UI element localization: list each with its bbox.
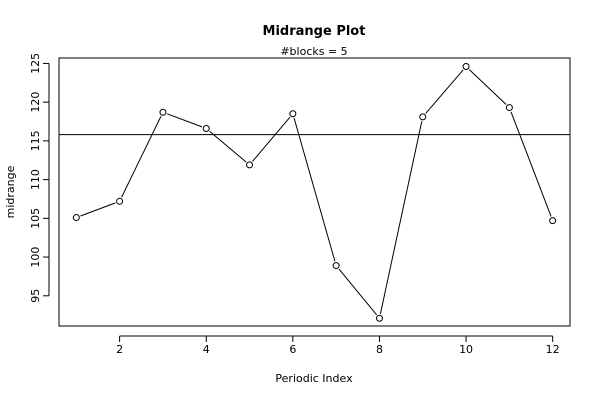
data-point (202, 124, 210, 132)
series-segment (510, 111, 552, 217)
x-tick-label: 2 (116, 343, 123, 356)
y-tick-label: 125 (29, 53, 42, 74)
series-segment (166, 113, 203, 128)
x-tick-label: 8 (376, 343, 383, 356)
series-segment (209, 130, 247, 163)
series-segment (338, 268, 377, 316)
y-tick-label: 115 (29, 130, 42, 151)
y-tick-label: 100 (29, 247, 42, 268)
y-axis: 95 100 105 110 115 120 125 (29, 53, 50, 303)
data-point (505, 104, 513, 112)
series-segment (425, 69, 464, 114)
y-tick-label: 110 (29, 169, 42, 190)
data-point (375, 314, 383, 322)
series-layer (72, 63, 557, 322)
chart-subtitle: #blocks = 5 (280, 45, 347, 58)
plot-area-frame (58, 57, 571, 327)
x-tick-label: 10 (459, 343, 473, 356)
series-segment (468, 69, 507, 105)
series-segment (121, 116, 162, 198)
x-tick-label: 6 (289, 343, 296, 356)
x-axis: 2 4 6 8 10 12 (116, 335, 560, 356)
x-tick-label: 4 (203, 343, 210, 356)
series-segment (293, 117, 336, 262)
data-point (419, 113, 427, 121)
y-axis-label: midrange (4, 165, 17, 218)
series-segment (252, 116, 291, 162)
data-point (289, 110, 297, 118)
data-point (332, 262, 340, 270)
series-segment (80, 202, 116, 217)
data-point (159, 108, 167, 116)
series-segment (379, 121, 423, 314)
data-point (116, 197, 124, 205)
y-tick-label: 95 (29, 289, 42, 303)
y-tick-label: 120 (29, 92, 42, 113)
data-point (549, 217, 557, 225)
y-tick-label: 105 (29, 208, 42, 229)
data-point (246, 161, 254, 169)
x-tick-label: 12 (546, 343, 560, 356)
data-point (462, 63, 470, 71)
data-point (72, 214, 80, 222)
x-axis-label: Periodic Index (275, 372, 353, 385)
chart-title: Midrange Plot (263, 24, 366, 39)
